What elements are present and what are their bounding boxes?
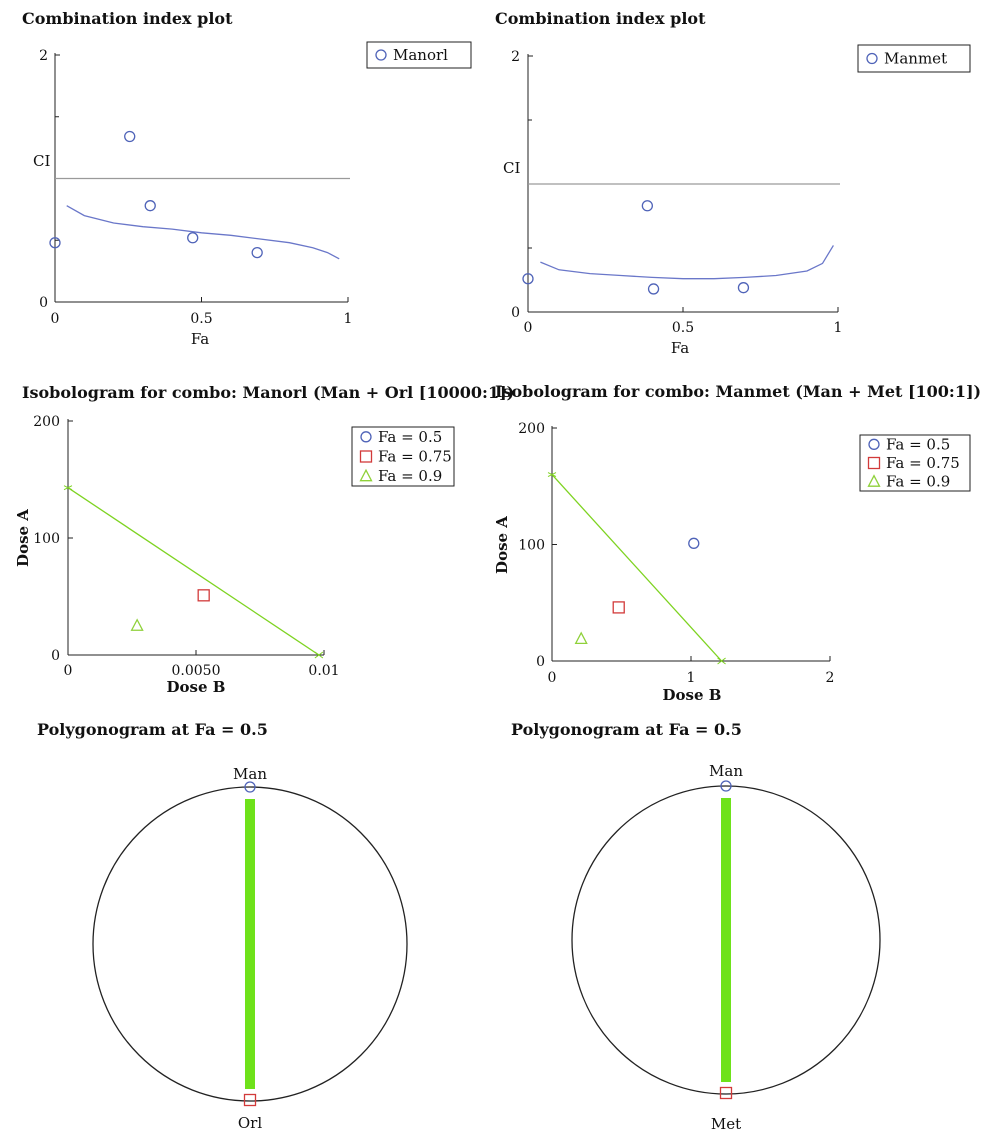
y-tick-label: 0: [536, 654, 545, 670]
polygon-circle: [92, 786, 408, 1102]
legend-marker: [359, 450, 373, 463]
iso-manmet-panel: Isobologram for combo: Manmet (Man + Met…: [493, 382, 981, 704]
legend-label: Manmet: [884, 50, 947, 68]
x-tick-label: 2: [826, 670, 835, 686]
legend-label: Fa = 0.5: [886, 435, 950, 453]
y-tick-label: 200: [33, 414, 60, 430]
legend-box: [366, 41, 472, 69]
x-axis-label: Fa: [191, 330, 209, 348]
legend-label: Fa = 0.75: [886, 454, 960, 472]
isobole-line: [551, 474, 723, 662]
ci-manmet-panel: Combination index plot 0 0.5 1 0 2 Fa CI Manmet: [495, 9, 971, 357]
y-tick-label: 200: [518, 421, 545, 437]
legend-marker: [867, 456, 881, 470]
data-point: [49, 237, 61, 249]
y-axis-label: Dose A: [14, 509, 32, 567]
x-tick-label: 0.5: [190, 311, 212, 327]
y-tick-label: 2: [511, 49, 520, 65]
x-tick-label: 0.0050: [172, 663, 221, 679]
poly-manmet-panel: Polygonogram at Fa = 0.5 Man Met: [511, 720, 881, 1133]
legend-label: Fa = 0.9: [378, 467, 442, 485]
chart-title: Isobologram for combo: Manmet (Man + Met…: [495, 382, 981, 401]
y-axis-label: CI: [503, 159, 520, 177]
x-tick-label: 0: [64, 663, 73, 679]
data-point: [130, 618, 144, 631]
y-axis-label: Dose A: [493, 516, 511, 574]
legend-marker: [360, 431, 372, 443]
y-tick-label: 0: [51, 648, 60, 664]
vertex-marker-top: [244, 781, 256, 793]
ci-curve: [540, 245, 834, 280]
legend-label: Fa = 0.5: [378, 428, 442, 446]
ci-manorl-panel: Combination index plot 0 0.5 1 0 2 Fa CI Manorl: [22, 9, 472, 348]
isobole-end-marker: [717, 657, 726, 665]
y-tick-label: 0: [511, 305, 520, 321]
legend-label: Fa = 0.9: [886, 473, 950, 491]
data-point: [612, 601, 625, 614]
chart-title: Polygonogram at Fa = 0.5: [511, 720, 742, 739]
x-axis-label: Dose B: [663, 686, 722, 704]
chart-title: Polygonogram at Fa = 0.5: [37, 720, 268, 739]
chart-title: Isobologram for combo: Manorl (Man + Orl…: [22, 383, 514, 402]
synergy-bar: [245, 799, 255, 1089]
chart-title: Combination index plot: [495, 9, 706, 28]
x-axis-label: Dose B: [167, 678, 226, 696]
isobole-end-marker: [547, 472, 557, 478]
x-tick-label: 1: [834, 320, 843, 336]
iso-manorl-panel: Isobologram for combo: Manorl (Man + Orl…: [14, 383, 514, 696]
vertex-label-top: Man: [233, 765, 267, 783]
vertex-label-bottom: Met: [711, 1115, 741, 1133]
isobole-end-marker: [63, 485, 73, 491]
poly-manorl-panel: Polygonogram at Fa = 0.5 Man Orl: [37, 720, 408, 1132]
legend-box: [859, 434, 971, 492]
x-tick-label: 1: [344, 311, 353, 327]
y-tick-label: 100: [518, 538, 545, 554]
x-tick-label: 0.5: [672, 320, 694, 336]
isobole-line: [67, 487, 320, 656]
isobole-end-marker: [314, 651, 324, 659]
ci-curve: [66, 205, 340, 260]
legend-label: Manorl: [393, 46, 448, 64]
legend-label: Fa = 0.75: [378, 448, 452, 466]
y-tick-label: 2: [39, 48, 48, 64]
vertex-label-top: Man: [709, 762, 743, 780]
polygon-circle: [571, 785, 881, 1095]
y-tick-label: 100: [33, 531, 60, 547]
legend-marker: [867, 474, 881, 487]
data-point: [647, 283, 660, 295]
data-point: [187, 232, 199, 244]
vertex-marker-bottom: [243, 1093, 257, 1107]
legend-marker: [375, 49, 387, 61]
legend-marker: [359, 468, 373, 482]
chart-title: Combination index plot: [22, 9, 233, 28]
data-point: [522, 273, 534, 285]
vertex-marker-bottom: [719, 1086, 733, 1100]
data-point: [124, 130, 136, 143]
y-axis-label: CI: [33, 152, 50, 170]
data-point: [688, 537, 700, 549]
data-point: [574, 631, 588, 645]
x-tick-label: 0: [548, 670, 557, 686]
legend-marker: [868, 438, 880, 450]
y-tick-label: 0: [39, 295, 48, 311]
x-tick-label: 0: [51, 311, 60, 327]
legend-marker: [866, 52, 878, 65]
data-point: [737, 282, 750, 294]
x-axis-label: Fa: [671, 339, 689, 357]
x-tick-label: 0.01: [308, 663, 339, 679]
data-point: [251, 246, 263, 259]
vertex-marker-top: [720, 780, 732, 792]
synergy-bar: [721, 798, 731, 1082]
x-tick-label: 0: [524, 320, 533, 336]
data-point: [197, 589, 210, 602]
x-tick-label: 1: [687, 670, 696, 686]
data-point: [641, 200, 653, 212]
data-point: [144, 200, 156, 212]
vertex-label-bottom: Orl: [238, 1114, 262, 1132]
